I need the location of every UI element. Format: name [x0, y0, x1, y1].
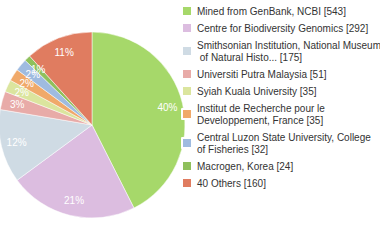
svg-text:Smithsonian Institution, Natio: Smithsonian Institution, National Museum	[197, 40, 380, 51]
svg-text:Macrogen, Korea [24]: Macrogen, Korea [24]	[197, 161, 293, 172]
svg-text:Institut de Recherche pour le: Institut de Recherche pour le	[197, 103, 328, 114]
svg-text:1%: 1%	[31, 64, 46, 75]
svg-text:2%: 2%	[25, 69, 40, 81]
svg-text:12%: 12%	[7, 137, 27, 148]
svg-text:Central Luzon State University: Central Luzon State University, College	[197, 132, 374, 143]
svg-text:of Fisheries [32]: of Fisheries [32]	[197, 144, 268, 155]
svg-text:Syiah Kuala University [35]: Syiah Kuala University [35]	[197, 86, 317, 97]
svg-text:Mined from GenBank, NCBI [543]: Mined from GenBank, NCBI [543]	[197, 6, 346, 17]
svg-text:2%: 2%	[14, 86, 29, 98]
svg-text:Universiti Putra Malaysia [51]: Universiti Putra Malaysia [51]	[197, 69, 327, 80]
svg-text:21%: 21%	[64, 195, 84, 206]
svg-text:of Natural Histo... [175]: of Natural Histo... [175]	[197, 52, 302, 63]
svg-text:3%: 3%	[10, 99, 25, 110]
svg-text:2%: 2%	[19, 77, 34, 89]
svg-text:11%: 11%	[55, 47, 74, 58]
svg-text:40%: 40%	[157, 102, 177, 113]
svg-text:40 Others [160]: 40 Others [160]	[197, 178, 266, 189]
svg-text:Developpement, France [35]: Developpement, France [35]	[197, 115, 323, 126]
svg-text:Centre for Biodiversity Genomi: Centre for Biodiversity Genomics [292]	[197, 23, 368, 34]
